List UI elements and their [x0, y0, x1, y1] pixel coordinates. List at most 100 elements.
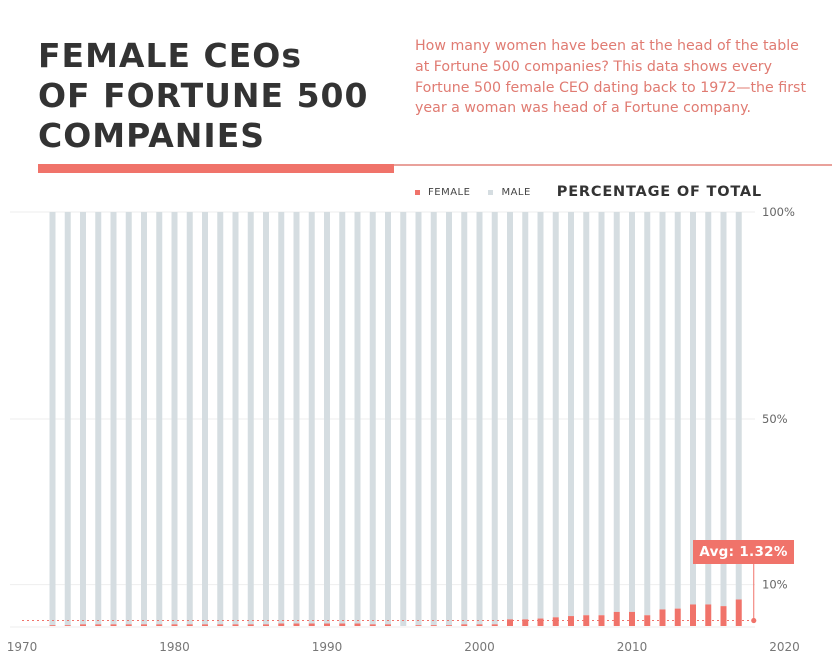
bars [49, 212, 742, 626]
bar-female [354, 623, 361, 626]
legend-label-male: MALE [501, 186, 531, 198]
bar-female [232, 624, 239, 626]
x-tick-label: 2010 [617, 640, 648, 654]
bar-female [171, 624, 178, 626]
average-line-group [22, 564, 757, 624]
bar-male [171, 212, 178, 625]
bar-male [552, 212, 559, 618]
bar-male [293, 212, 300, 624]
chart-title: PERCENTAGE OF TOTAL [556, 184, 762, 200]
bar-female [537, 618, 544, 626]
legend-item-male: MALE [488, 187, 530, 198]
bar-female [491, 624, 498, 626]
bar-female [613, 611, 620, 626]
average-marker [751, 617, 757, 624]
bar-male [95, 212, 102, 625]
bar-female [217, 624, 224, 626]
legend-item-female: FEMALE [415, 187, 470, 198]
bar-female [659, 609, 666, 626]
bar-male [278, 212, 285, 624]
bar-male [705, 212, 712, 605]
bar-female [369, 624, 376, 626]
bar-male [583, 212, 590, 616]
bar-male [461, 212, 468, 625]
title-line: FEMALE CEOs [38, 36, 302, 75]
title-line: COMPANIES [38, 116, 266, 155]
bar-female [202, 624, 208, 626]
bar-male [324, 212, 330, 624]
bar-female [278, 623, 285, 626]
bar-male [308, 212, 315, 624]
legend: FEMALE MALE PERCENTAGE OF TOTAL [415, 183, 762, 201]
bar-male [629, 212, 635, 612]
bar-male [674, 212, 681, 609]
bar-male [110, 212, 117, 625]
bar-female [735, 599, 742, 626]
bar-female [568, 616, 574, 626]
bar-male [156, 212, 163, 625]
bar-male [430, 212, 437, 626]
bar-male [415, 212, 422, 626]
title-line: OF FORTUNE 500 [38, 76, 369, 115]
bar-female [80, 624, 86, 626]
x-tick-label: 2020 [769, 640, 800, 654]
bar-male [80, 212, 86, 625]
bar-female [308, 623, 315, 626]
bar-female [674, 608, 681, 626]
x-tick-label: 1980 [159, 640, 190, 654]
bar-female [339, 623, 346, 626]
bar-male [202, 212, 208, 625]
bar-female [461, 624, 468, 626]
bar-female [156, 624, 163, 626]
bar-male [568, 212, 574, 617]
bar-male [217, 212, 224, 625]
bar-female [446, 625, 452, 626]
legend-swatch-female [415, 189, 420, 195]
bar-female [95, 624, 102, 626]
bar-male [522, 212, 529, 620]
bar-male [49, 212, 56, 626]
accent-divider [38, 164, 394, 173]
bar-male [720, 212, 727, 607]
bar-male [263, 212, 269, 625]
bar-female [583, 615, 590, 626]
divider-line [394, 164, 832, 166]
x-axis: 1970 1980 1990 2000 2010 2020 [7, 640, 800, 654]
bar-male [644, 212, 651, 616]
bar-male [491, 212, 498, 625]
bar-female [64, 625, 71, 626]
bar-male [339, 212, 346, 624]
bar-female [263, 624, 269, 626]
bar-female [705, 604, 712, 626]
bar-female [186, 624, 193, 626]
bar-female [430, 625, 437, 626]
bar-male [735, 212, 742, 600]
bar-male [232, 212, 239, 625]
bar-female [598, 615, 605, 626]
bar-male [507, 212, 513, 620]
bar-female [125, 624, 132, 626]
bar-female [49, 625, 56, 626]
bar-male [369, 212, 376, 625]
bar-female [629, 611, 635, 626]
y-tick-label: 100% [762, 205, 795, 219]
description: How many women have been at the head of … [415, 38, 807, 117]
bar-male [247, 212, 254, 625]
bar-female [720, 606, 727, 626]
bar-female [476, 624, 483, 626]
bar-male [400, 212, 407, 626]
bar-male [613, 212, 620, 612]
bar-female [552, 617, 559, 626]
bar-female [247, 624, 254, 626]
bar-male [690, 212, 696, 605]
y-tick-label: 50% [762, 412, 788, 426]
bar-male [186, 212, 193, 625]
bar-female [522, 619, 529, 626]
bar-male [125, 212, 132, 625]
gridlines [10, 211, 755, 628]
bar-male [385, 212, 391, 625]
x-tick-label: 1970 [7, 640, 38, 654]
bar-female [415, 625, 422, 626]
bar-male [537, 212, 544, 619]
y-axis: 100% 50% 10% [762, 205, 795, 592]
